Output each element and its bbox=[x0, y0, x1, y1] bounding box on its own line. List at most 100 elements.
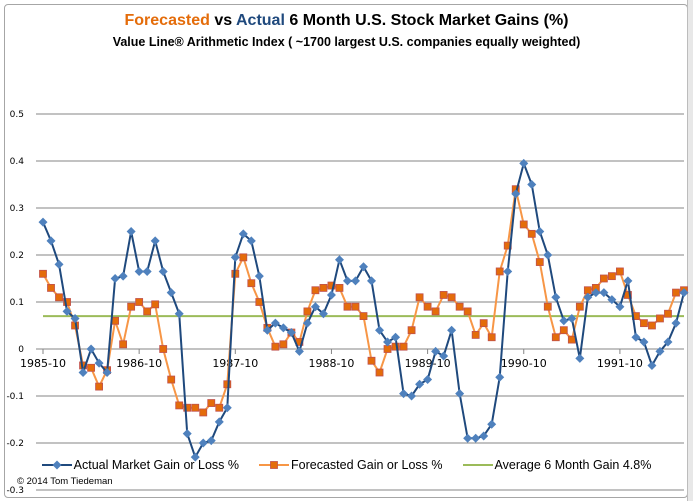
forecast-point bbox=[215, 403, 224, 412]
actual-series bbox=[38, 158, 689, 462]
actual-point bbox=[126, 227, 136, 236]
legend: Actual Market Gain or Loss % Forecasted … bbox=[0, 458, 693, 472]
forecast-point bbox=[255, 298, 264, 306]
actual-point bbox=[198, 438, 208, 448]
forecast-point bbox=[55, 293, 63, 302]
line-marker-icon bbox=[462, 464, 493, 466]
actual-point bbox=[46, 236, 56, 246]
forecast-point bbox=[319, 283, 328, 292]
actual-point bbox=[318, 309, 328, 319]
forecast-point bbox=[247, 279, 256, 288]
forecast-point bbox=[271, 342, 280, 351]
actual-point bbox=[583, 292, 593, 302]
forecast-point bbox=[575, 302, 584, 311]
actual-point bbox=[599, 288, 609, 298]
x-tick-label: 1986-10 bbox=[116, 357, 162, 370]
y-tick-label: -0.1 bbox=[6, 392, 24, 402]
actual-point bbox=[86, 344, 96, 354]
scrollbar[interactable] bbox=[687, 0, 693, 501]
actual-point bbox=[214, 417, 224, 427]
forecast-point bbox=[207, 399, 216, 407]
actual-point bbox=[607, 295, 617, 305]
x-axis: 1985-10 1986-10 1987-10 1988-10 1989-10 1990-… bbox=[20, 348, 684, 370]
title-rest: 6 Month U.S. Stock Market Gains (%) bbox=[289, 12, 569, 29]
forecast-point bbox=[143, 307, 152, 316]
forecast-point bbox=[487, 333, 496, 342]
forecast-point bbox=[359, 312, 368, 321]
forecast-point bbox=[135, 298, 144, 306]
forecast-point bbox=[479, 319, 488, 328]
chart-subtitle: Value Line® Arithmetic Index ( ~1700 lar… bbox=[112, 35, 581, 49]
actual-point bbox=[455, 389, 465, 399]
legend-item-forecast[interactable]: Forecasted Gain or Loss % bbox=[259, 458, 443, 472]
forecast-point bbox=[431, 307, 440, 316]
actual-point bbox=[551, 292, 561, 302]
forecast-point bbox=[543, 302, 552, 311]
forecast-point bbox=[375, 368, 384, 377]
actual-point bbox=[519, 158, 529, 168]
actual-point bbox=[142, 266, 152, 276]
forecast-point bbox=[279, 340, 288, 349]
actual-point bbox=[615, 302, 625, 312]
y-axis-ticks: 0.5 0.4 0.3 0.2 0.1 0 -0.1 -0.2 -0.3 bbox=[6, 110, 24, 496]
actual-point bbox=[575, 353, 585, 363]
forecast-point bbox=[599, 274, 608, 283]
actual-point bbox=[310, 302, 320, 312]
forecast-point bbox=[119, 340, 128, 349]
actual-point bbox=[527, 180, 537, 189]
legend-label-average: Average 6 Month Gain 4.8% bbox=[494, 458, 652, 472]
actual-point bbox=[270, 318, 280, 328]
actual-point bbox=[38, 217, 48, 227]
actual-line bbox=[42, 160, 685, 460]
actual-point bbox=[623, 276, 633, 286]
forecast-point bbox=[335, 283, 344, 292]
forecast-point bbox=[151, 300, 160, 309]
legend-item-actual[interactable]: Actual Market Gain or Loss % bbox=[41, 458, 240, 472]
y-tick-label: 0 bbox=[18, 345, 24, 355]
actual-point bbox=[391, 332, 401, 342]
forecast-point bbox=[407, 326, 416, 335]
title-forecasted: Forecasted bbox=[124, 12, 210, 29]
forecast-point bbox=[616, 267, 624, 276]
actual-point bbox=[302, 318, 312, 328]
actual-point bbox=[543, 250, 553, 260]
x-tick-label: 1991-10 bbox=[597, 357, 643, 370]
forecast-point bbox=[343, 302, 352, 311]
chart-frame bbox=[4, 4, 688, 498]
actual-point bbox=[647, 360, 657, 370]
actual-point bbox=[383, 337, 393, 347]
legend-item-average[interactable]: Average 6 Month Gain 4.8% bbox=[462, 458, 652, 472]
actual-point bbox=[679, 288, 689, 298]
actual-point bbox=[62, 306, 72, 316]
forecast-point bbox=[191, 403, 200, 412]
actual-point bbox=[350, 276, 360, 286]
copyright: © 2014 Tom Tiedeman bbox=[17, 476, 113, 487]
forecast-point bbox=[672, 288, 680, 297]
forecast-point bbox=[607, 272, 616, 281]
legend-label-actual: Actual Market Gain or Loss % bbox=[73, 458, 240, 472]
actual-point bbox=[230, 252, 240, 262]
forecast-point bbox=[495, 267, 504, 276]
actual-point bbox=[447, 325, 457, 335]
forecast-point bbox=[415, 293, 424, 302]
forecast-point bbox=[567, 335, 576, 344]
actual-point bbox=[286, 328, 296, 338]
actual-point bbox=[487, 419, 497, 429]
forecast-point bbox=[423, 302, 432, 311]
actual-point bbox=[495, 372, 505, 382]
actual-point bbox=[134, 266, 144, 276]
title-vs: vs bbox=[214, 12, 233, 29]
actual-point bbox=[415, 379, 425, 389]
forecast-point bbox=[535, 258, 544, 266]
forecast-point bbox=[87, 363, 95, 372]
actual-point bbox=[407, 391, 417, 401]
actual-point bbox=[639, 337, 649, 347]
forecast-point bbox=[47, 283, 55, 292]
forecast-point bbox=[519, 220, 528, 229]
actual-point bbox=[278, 323, 288, 333]
forecast-point bbox=[664, 309, 672, 318]
forecast-point bbox=[199, 408, 208, 417]
actual-point bbox=[118, 271, 128, 281]
y-tick-label: -0.2 bbox=[6, 439, 24, 449]
